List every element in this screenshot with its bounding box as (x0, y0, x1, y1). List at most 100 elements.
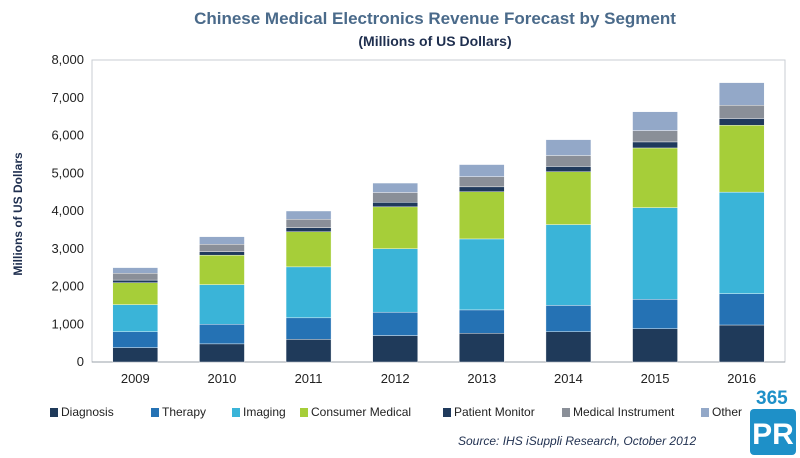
bar-column-2013 (459, 164, 505, 363)
bar-segment (285, 266, 332, 319)
legend-label: Other (712, 405, 742, 419)
bar-segment (632, 299, 678, 329)
bar-segment (545, 155, 592, 167)
bar-segment (112, 347, 159, 363)
bar-segment (718, 191, 765, 294)
chart-title-group: Chinese Medical Electronics Revenue Fore… (194, 9, 676, 49)
plot-frame (91, 59, 786, 363)
bar-segment (545, 305, 592, 332)
bar-segment (285, 210, 332, 220)
bar-column-2009 (112, 267, 159, 363)
legend-swatch (50, 408, 58, 417)
y-tick-label: 3,000 (51, 241, 84, 256)
bar-segment (285, 231, 332, 268)
bar-segment (718, 125, 765, 193)
bar-segment (459, 191, 505, 240)
legend-swatch (232, 408, 240, 417)
chart-subtitle: (Millions of US Dollars) (358, 33, 511, 49)
y-tick-label: 6,000 (51, 128, 84, 143)
bar-stack-area (112, 82, 765, 363)
bar-segment (199, 343, 245, 363)
bar-segment (199, 254, 245, 285)
bar-segment (545, 224, 592, 306)
bar-column-2016 (718, 82, 765, 363)
legend-label: Medical Instrument (573, 405, 675, 419)
y-tick-label: 7,000 (51, 90, 84, 105)
x-tick-label: 2011 (295, 371, 323, 386)
y-tick-label: 2,000 (51, 279, 84, 294)
bar-segment (718, 324, 765, 363)
bar-segment (372, 182, 418, 193)
watermark-top-text: 365 (756, 388, 788, 409)
bar-segment (112, 331, 159, 348)
bar-segment (285, 227, 332, 232)
bar-segment (718, 82, 765, 106)
x-tick-label: 2016 (727, 371, 756, 386)
plot-border (91, 59, 786, 363)
bar-segment (199, 244, 245, 252)
bar-column-2011 (285, 210, 332, 363)
bar-segment (199, 284, 245, 325)
y-tick-label: 4,000 (51, 203, 84, 218)
bar-segment (718, 118, 765, 126)
bar-segment (545, 166, 592, 172)
watermark-logo: 365 PR (750, 388, 796, 455)
legend-label: Therapy (162, 405, 206, 419)
y-tick-label: 1,000 (51, 316, 84, 331)
bar-segment (372, 206, 418, 249)
legend: Diagnosis Therapy Imaging Consumer Medical P… (50, 405, 742, 419)
legend-swatch (443, 408, 451, 417)
bar-segment (718, 293, 765, 326)
bar-segment (632, 141, 678, 149)
bar-segment (285, 219, 332, 228)
bar-segment (372, 248, 418, 313)
bar-segment (372, 202, 418, 208)
bar-segment (112, 279, 159, 283)
watermark-box (750, 409, 796, 455)
bar-segment (285, 317, 332, 340)
legend-label: Consumer Medical (311, 405, 411, 419)
bar-segment (372, 192, 418, 203)
source-note: Source: IHS iSuppli Research, October 20… (458, 434, 696, 448)
x-tick-label: 2012 (381, 371, 410, 386)
bar-segment (545, 171, 592, 225)
x-tick-label: 2014 (554, 371, 583, 386)
bar-segment (459, 186, 505, 192)
bar-segment (718, 105, 765, 119)
bar-segment (112, 282, 159, 305)
bar-segment (545, 331, 592, 363)
bar-segment (632, 147, 678, 208)
bar-segment (632, 207, 678, 300)
bar-segment (459, 164, 505, 177)
x-tick-label: 2009 (121, 371, 150, 386)
bar-segment (632, 111, 678, 131)
bar-segment (112, 304, 159, 332)
bar-segment (459, 333, 505, 363)
legend-swatch (151, 408, 159, 417)
bar-segment (372, 311, 418, 336)
bar-segment (459, 176, 505, 188)
bar-column-2010 (199, 236, 245, 363)
legend-label: Imaging (243, 405, 286, 419)
x-tick-label: 2013 (467, 371, 496, 386)
legend-label: Diagnosis (61, 405, 114, 419)
bar-segment (545, 139, 592, 156)
y-tick-label: 8,000 (51, 52, 84, 67)
legend-swatch (300, 408, 308, 417)
bar-segment (632, 130, 678, 143)
bar-segment (199, 251, 245, 256)
legend-swatch (701, 408, 709, 417)
bar-segment (199, 324, 245, 345)
legend-swatch (562, 408, 570, 417)
bar-column-2015 (632, 111, 678, 363)
bar-column-2014 (545, 139, 592, 363)
x-tick-label: 2015 (641, 371, 670, 386)
bar-segment (632, 328, 678, 363)
bar-segment (112, 267, 159, 274)
bar-segment (459, 238, 505, 311)
y-axis-label: Millions of US Dollars (11, 152, 25, 276)
y-tick-label: 0 (77, 354, 84, 369)
bar-segment (285, 339, 332, 363)
y-tick-label: 5,000 (51, 165, 84, 180)
